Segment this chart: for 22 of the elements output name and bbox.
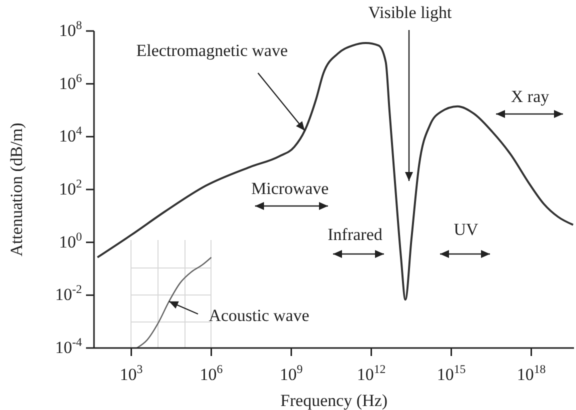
x-tick-label: 10$^{18}$ [516,362,546,384]
x-axis-title: Frequency (Hz) [280,391,388,410]
x-tick-label: 10$^{9}$ [280,362,303,384]
x-tick-label: 10$^{6}$ [200,362,223,384]
annotation: Acoustic wave [208,306,310,325]
annotation: X ray [510,87,550,106]
y-tick-label: 10$^{4}$ [59,124,82,146]
y-tick-label: 10$^{6}$ [59,70,82,93]
y-tick-label: 10$^{2}$ [59,176,82,198]
y-axis-title: Attenuation (dB/m) [7,122,26,256]
x-tick-label: 10$^{12}$ [356,362,386,384]
x-tick-label: 10$^{15}$ [436,362,466,384]
y-tick-label: 10$^{-4}$ [55,335,82,357]
y-tick-label: 10$^{8}$ [59,18,82,40]
annotation: Microwave [251,179,329,198]
y-tick-label: 10$^{0}$ [59,229,82,252]
annotation: UV [454,220,479,239]
x-tick-label: 10$^{3}$ [120,362,143,384]
annotation: Infrared [328,225,383,244]
y-tick-label: 10$^{-2}$ [55,282,82,304]
text: Visible light [368,3,452,22]
annotation: Electromagnetic wave [136,41,288,60]
